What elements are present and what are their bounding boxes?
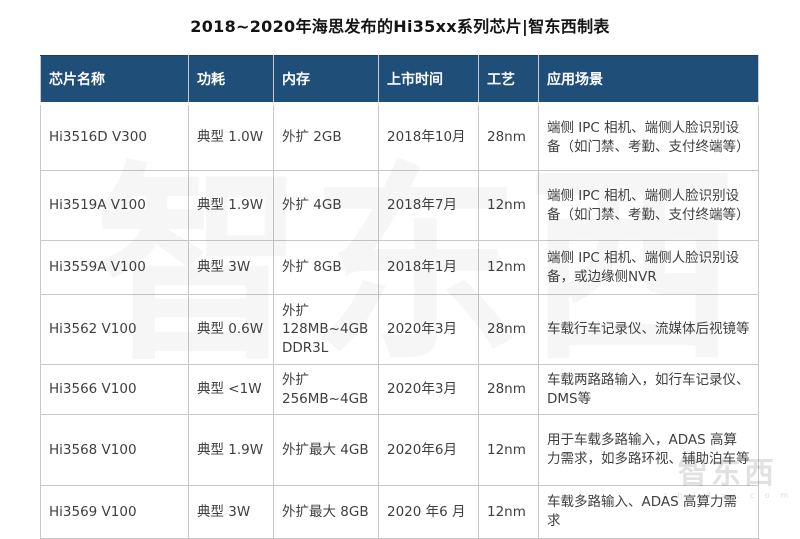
header-cell-chip-name: 芯片名称 xyxy=(40,55,189,105)
cell-application: 端侧 IPC 相机、端侧人脸识别设备（如门禁、考勤、支付终端等） xyxy=(538,170,759,241)
cell-launch-date: 2018年1月 xyxy=(378,240,479,295)
cell-memory: 外扩 8GB xyxy=(273,240,379,295)
cell-process: 28nm xyxy=(478,294,539,365)
chip-spec-table: 芯片名称 功耗 内存 上市时间 工艺 应用场景 Hi3516D V300 典型 … xyxy=(40,55,759,539)
cell-power: 典型 3W xyxy=(188,240,274,295)
cell-application: 用于车载多路输入，ADAS 高算力需求，如多路环视、辅助泊车等 xyxy=(538,414,759,486)
cell-application: 端侧 IPC 相机、端侧人脸识别设备，或边缘侧NVR xyxy=(538,240,759,295)
cell-application: 车载两路路输入，如行车记录仪、DMS等 xyxy=(538,364,759,415)
cell-application: 车载行车记录仪、流媒体后视镜等 xyxy=(538,294,759,365)
cell-power: 典型 1.9W xyxy=(188,414,274,486)
cell-chip-name: Hi3519A V100 xyxy=(40,170,189,241)
cell-launch-date: 2018年7月 xyxy=(378,170,479,241)
table-row: Hi3516D V300 典型 1.0W 外扩 2GB 2018年10月 28n… xyxy=(40,103,759,171)
table-row: Hi3562 V100 典型 0.6W 外扩 128MB~4GB DDR3L 2… xyxy=(40,294,759,365)
cell-chip-name: Hi3569 V100 xyxy=(40,485,189,539)
cell-memory: 外扩 256MB~4GB xyxy=(273,364,379,415)
cell-process: 12nm xyxy=(478,414,539,486)
cell-chip-name: Hi3559A V100 xyxy=(40,240,189,295)
cell-launch-date: 2020年3月 xyxy=(378,364,479,415)
cell-process: 28nm xyxy=(478,364,539,415)
header-cell-power: 功耗 xyxy=(188,55,274,105)
cell-power: 典型 0.6W xyxy=(188,294,274,365)
cell-process: 12nm xyxy=(478,485,539,539)
table-row: Hi3519A V100 典型 1.9W 外扩 4GB 2018年7月 12nm… xyxy=(40,170,759,241)
header-cell-memory: 内存 xyxy=(273,55,379,105)
cell-power: 典型 1.0W xyxy=(188,103,274,171)
table-row: Hi3569 V100 典型 3W 外扩最大 8GB 2020 年6 月 12n… xyxy=(40,485,759,539)
cell-launch-date: 2020年6月 xyxy=(378,414,479,486)
header-cell-launch-date: 上市时间 xyxy=(378,55,479,105)
cell-chip-name: Hi3568 V100 xyxy=(40,414,189,486)
cell-launch-date: 2020 年6 月 xyxy=(378,485,479,539)
cell-memory: 外扩最大 8GB xyxy=(273,485,379,539)
cell-launch-date: 2020年3月 xyxy=(378,294,479,365)
cell-process: 12nm xyxy=(478,240,539,295)
cell-memory: 外扩 2GB xyxy=(273,103,379,171)
cell-process: 12nm xyxy=(478,170,539,241)
cell-memory: 外扩 128MB~4GB DDR3L xyxy=(273,294,379,365)
page-title: 2018~2020年海思发布的Hi35xx系列芯片|智东西制表 xyxy=(190,17,610,36)
cell-launch-date: 2018年10月 xyxy=(378,103,479,171)
header-cell-application: 应用场景 xyxy=(538,55,759,105)
cell-power: 典型 1.9W xyxy=(188,170,274,241)
cell-power: 典型 <1W xyxy=(188,364,274,415)
cell-chip-name: Hi3516D V300 xyxy=(40,103,189,171)
cell-chip-name: Hi3562 V100 xyxy=(40,294,189,365)
table-header-row: 芯片名称 功耗 内存 上市时间 工艺 应用场景 xyxy=(40,55,759,105)
cell-application: 端侧 IPC 相机、端侧人脸识别设备（如门禁、考勤、支付终端等） xyxy=(538,103,759,171)
table-row: Hi3566 V100 典型 <1W 外扩 256MB~4GB 2020年3月 … xyxy=(40,364,759,415)
header-cell-process: 工艺 xyxy=(478,55,539,105)
table-row: Hi3568 V100 典型 1.9W 外扩最大 4GB 2020年6月 12n… xyxy=(40,414,759,486)
cell-power: 典型 3W xyxy=(188,485,274,539)
table-row: Hi3559A V100 典型 3W 外扩 8GB 2018年1月 12nm 端… xyxy=(40,240,759,295)
cell-memory: 外扩最大 4GB xyxy=(273,414,379,486)
cell-chip-name: Hi3566 V100 xyxy=(40,364,189,415)
cell-process: 28nm xyxy=(478,103,539,171)
cell-memory: 外扩 4GB xyxy=(273,170,379,241)
cell-application: 车载多路输入、ADAS 高算力需求 xyxy=(538,485,759,539)
